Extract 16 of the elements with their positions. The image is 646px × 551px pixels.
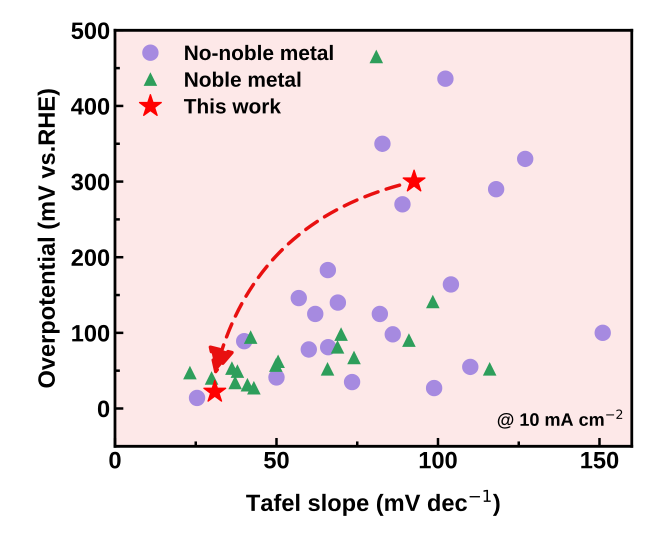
x-tick-label: 100	[420, 452, 457, 469]
annotation: @ 10 mA cm$^{−2}$	[498, 409, 622, 429]
y-tick-label: 500	[71, 22, 110, 40]
y-tick-label: 400	[71, 98, 110, 115]
legend-label: Noble metal	[185, 72, 300, 87]
y-tick-label: 300	[71, 174, 110, 190]
y-tick-label: 100	[72, 324, 110, 342]
y-tick-label: 0	[98, 400, 110, 418]
y-axis-title: Overpotential (mV vs.RHE)	[38, 89, 60, 388]
x-axis-title: Tafel slope (mV dec$^{−1}$)	[246, 490, 500, 516]
y-tick-label: 200	[72, 249, 110, 266]
legend-label: No-noble metal	[185, 44, 333, 60]
x-tick-label: 150	[581, 452, 618, 469]
x-tick-label: 0	[109, 452, 121, 469]
x-tick-label: 50	[264, 452, 289, 469]
legend-label: This work	[184, 98, 281, 114]
